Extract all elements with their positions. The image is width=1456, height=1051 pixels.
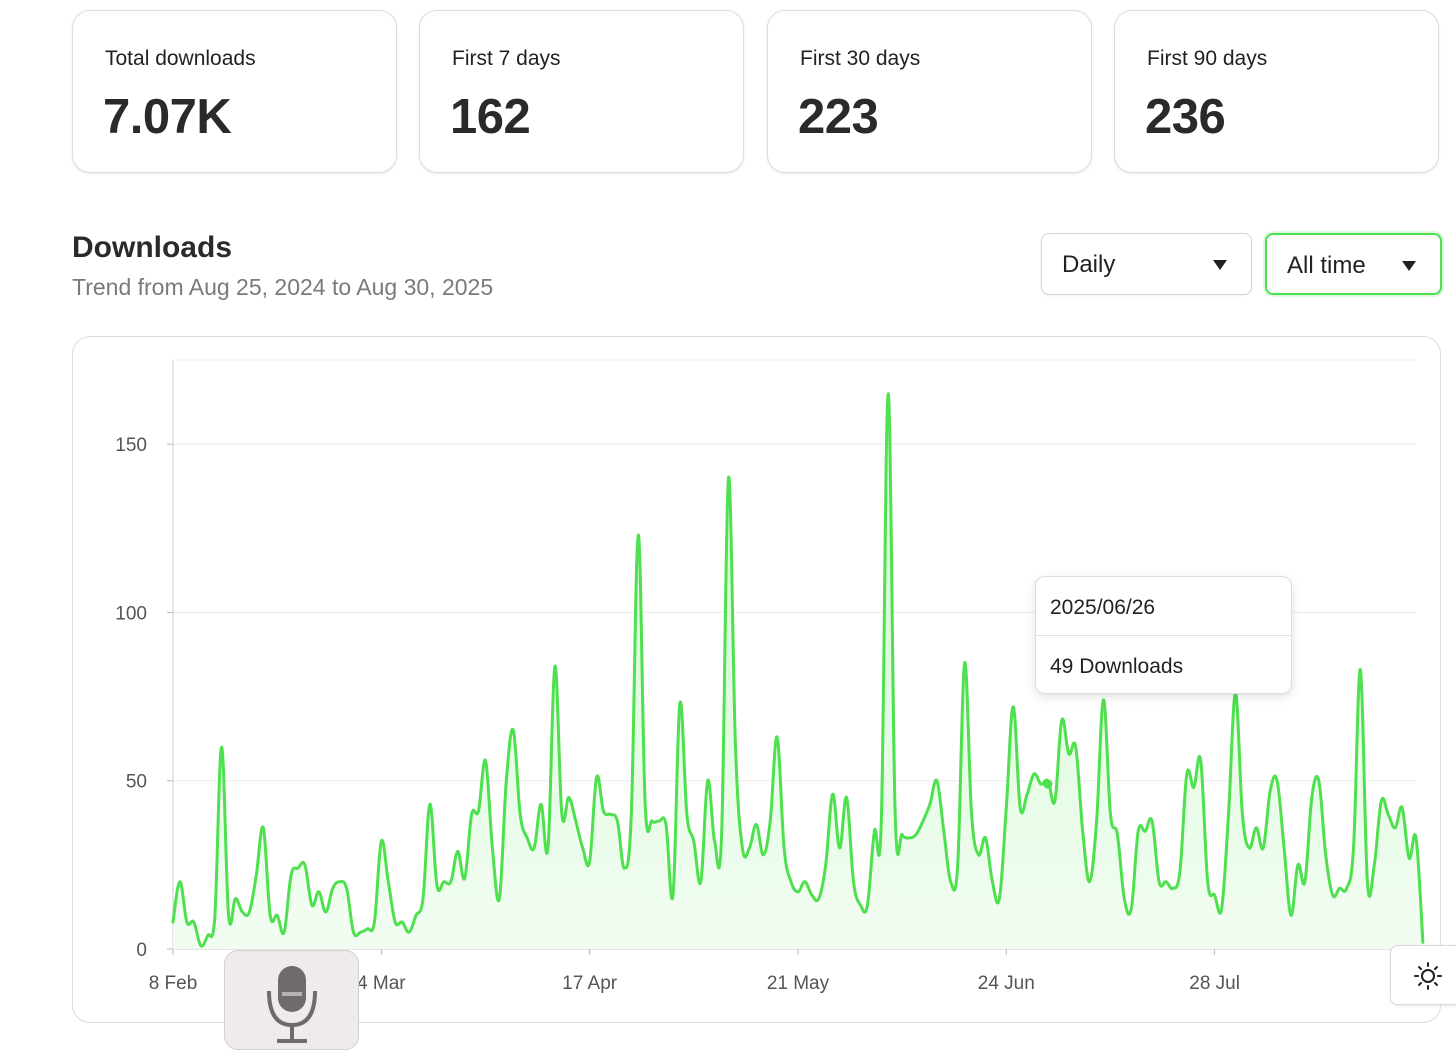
y-tick-label: 0: [136, 940, 147, 961]
chart-tooltip: 2025/06/26 49 Downloads: [1035, 576, 1292, 694]
section-title: Downloads: [72, 231, 233, 264]
x-tick-label: 28 Jul: [1189, 973, 1240, 994]
stat-value: 223: [798, 90, 879, 144]
stat-card-first-30: First 30 days 223: [767, 10, 1092, 173]
range-select-value: All time: [1287, 252, 1366, 279]
caret-down-icon: [1213, 260, 1227, 270]
stat-label: First 7 days: [452, 47, 561, 70]
stat-card-first-90: First 90 days 236: [1114, 10, 1439, 173]
y-tick-label: 100: [115, 603, 147, 624]
downloads-line: [171, 392, 1425, 948]
y-tick-label: 50: [126, 772, 147, 793]
tooltip-divider: [1036, 635, 1291, 636]
stat-value: 7.07K: [103, 90, 232, 144]
sun-icon: [1414, 962, 1442, 990]
stat-card-first-7: First 7 days 162: [419, 10, 744, 173]
range-select[interactable]: All time: [1265, 233, 1442, 295]
stat-label: Total downloads: [105, 47, 256, 70]
highlight-point[interactable]: [1043, 779, 1053, 789]
interval-select-value: Daily: [1062, 251, 1116, 278]
stat-value: 236: [1145, 90, 1226, 144]
stat-value: 162: [450, 90, 531, 144]
theme-toggle-button[interactable]: [1390, 945, 1456, 1005]
y-tick-label: 150: [115, 435, 147, 456]
tooltip-date: 2025/06/26: [1050, 596, 1156, 619]
stat-label: First 30 days: [800, 47, 921, 70]
x-tick-label: 24 Jun: [978, 973, 1035, 994]
tooltip-value: 49 Downloads: [1050, 655, 1184, 678]
dictation-overlay[interactable]: [224, 950, 359, 1050]
x-tick-label: 21 May: [767, 973, 830, 994]
x-tick-label: 4 Mar: [357, 973, 406, 994]
stat-label: First 90 days: [1147, 47, 1268, 70]
x-tick-label: 17 Apr: [562, 973, 618, 994]
downloads-area: [173, 393, 1423, 950]
interval-select[interactable]: Daily: [1041, 233, 1252, 295]
stat-card-total: Total downloads 7.07K: [72, 10, 397, 173]
microphone-icon: [267, 966, 317, 1043]
x-tick-label: 8 Feb: [149, 973, 198, 994]
section-subtitle: Trend from Aug 25, 2024 to Aug 30, 2025: [72, 274, 494, 300]
caret-down-icon: [1402, 261, 1416, 271]
